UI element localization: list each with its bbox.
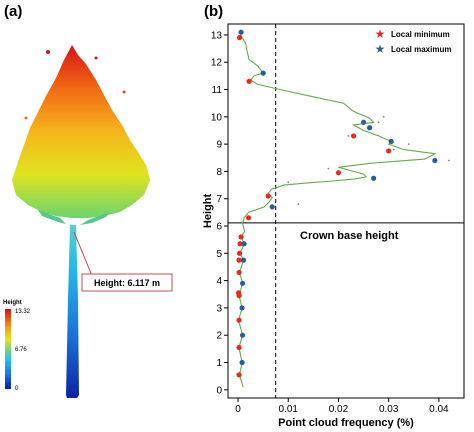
local-minimum-point — [237, 241, 243, 247]
callout-text: Height: 6.117 m — [94, 278, 160, 288]
scatter-point — [347, 135, 350, 137]
local-maximum-point — [367, 125, 373, 131]
y-tick-label: 1 — [216, 358, 222, 369]
tree-crown — [12, 45, 150, 218]
local-maximum-point — [260, 70, 266, 76]
y-tick-label: 6 — [216, 222, 222, 233]
scatter-point — [382, 115, 385, 118]
frequency-curve — [237, 31, 437, 388]
local-minimum-point — [236, 317, 242, 323]
local-minimum-point — [236, 250, 243, 256]
scatter-point — [448, 159, 450, 162]
legend-min-label: Local minimum — [391, 30, 450, 39]
local-maximum-point — [371, 175, 377, 181]
colorbar-title: Height — [3, 300, 22, 306]
legend: ★ Local minimum ★ Local maximum — [375, 27, 452, 56]
local-maximum-point — [239, 305, 245, 311]
local-minimum-point — [236, 372, 242, 378]
y-tick-label: 9 — [216, 140, 222, 151]
scatter-point — [392, 148, 395, 151]
scatter-point — [407, 143, 410, 146]
local-maximum-point — [432, 157, 438, 164]
local-minimum-point — [236, 257, 242, 263]
crown-base-height-label: Crown base height — [300, 230, 399, 242]
plot-area — [228, 24, 464, 398]
y-tick-label: 4 — [216, 276, 222, 287]
local-maximum-point — [241, 241, 247, 247]
local-minimum-point — [236, 35, 243, 41]
plot-frame — [227, 23, 465, 399]
y-tick-label: 0 — [216, 385, 222, 396]
x-tick-label: 0.01 — [279, 404, 299, 415]
x-tick-label: 0.04 — [429, 404, 449, 415]
y-tick-label: 11 — [212, 85, 223, 96]
tree-trunk — [66, 225, 79, 398]
local-maximum-point — [238, 29, 244, 35]
panel-a-label: (a) — [4, 3, 22, 20]
colorbar-max: 13.32 — [15, 309, 31, 315]
y-tick-label: 2 — [216, 331, 222, 342]
local-minimum-point — [386, 148, 392, 154]
legend-min-marker: ★ — [375, 27, 386, 41]
colorbar — [5, 309, 11, 389]
tree-point-cloud — [12, 45, 150, 398]
local-maximum-point — [360, 119, 367, 125]
local-minimum-point — [236, 344, 242, 351]
y-axis-title: Height — [202, 194, 214, 229]
y-tick-label: 7 — [216, 194, 222, 205]
x-axis-title: Point cloud frequency (%) — [278, 417, 414, 429]
legend-max-label: Local maximum — [391, 45, 451, 54]
y-tick-label: 12 — [211, 58, 223, 69]
x-tick-label: 0.02 — [329, 404, 349, 415]
y-tick-label: 10 — [211, 112, 223, 123]
x-tick-label: 0 — [235, 404, 241, 415]
local-minimum-point — [235, 290, 242, 296]
panel-b-label: (b) — [204, 3, 223, 20]
local-maximum-point — [239, 280, 246, 286]
y-tick-label: 5 — [216, 249, 222, 260]
x-axis: 0 0.01 0.02 0.03 0.04 — [235, 398, 449, 415]
local-minimum-point — [238, 234, 244, 240]
scatter-point — [377, 121, 380, 124]
y-tick-label: 8 — [216, 167, 222, 178]
scatter-point — [327, 167, 330, 170]
local-minimum-point — [350, 133, 357, 139]
x-tick-label: 0.03 — [379, 404, 399, 415]
local-maximum-point — [239, 359, 245, 366]
scatter-point — [297, 203, 300, 206]
colorbar-mid: 6.76 — [15, 347, 27, 353]
local-maximum-point — [388, 138, 394, 144]
local-minimum-point — [246, 78, 252, 84]
panel-a: (a) Height: 6.117 m Height 13.32 6.76 0 — [3, 3, 173, 398]
colorbar-min: 0 — [15, 386, 19, 392]
local-maximum-point — [269, 204, 275, 210]
callout-box — [81, 273, 173, 292]
local-minimum-point — [245, 215, 252, 221]
y-tick-label: 3 — [216, 303, 222, 314]
y-tick-label: 13 — [211, 30, 223, 41]
scatter-point — [287, 181, 290, 184]
local-maximum-point — [240, 257, 247, 263]
tree-lower-branches — [38, 210, 110, 225]
legend-max-marker: ★ — [375, 42, 386, 56]
local-minimum-point — [265, 193, 271, 199]
local-minimum-point — [335, 170, 342, 176]
local-maximum-point — [239, 332, 246, 338]
local-minimum-point — [236, 269, 242, 276]
